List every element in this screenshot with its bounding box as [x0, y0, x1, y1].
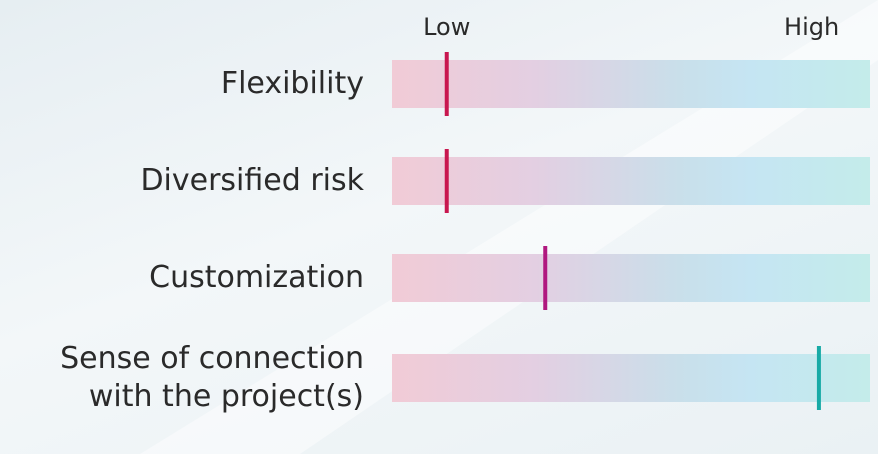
background-wedge: [140, 0, 878, 454]
x-tick-label: Low: [423, 13, 470, 41]
category-label: Sense of connection with the project(s): [60, 341, 364, 414]
x-tick-label: High: [784, 13, 839, 41]
scale-bar: [392, 254, 870, 302]
category-label: Customization: [149, 260, 364, 295]
scale-bar: [392, 354, 870, 402]
category-label: Diversified risk: [140, 163, 364, 198]
category-label: Flexibility: [220, 66, 364, 101]
scale-bar: [392, 60, 870, 108]
scale-bar: [392, 157, 870, 205]
